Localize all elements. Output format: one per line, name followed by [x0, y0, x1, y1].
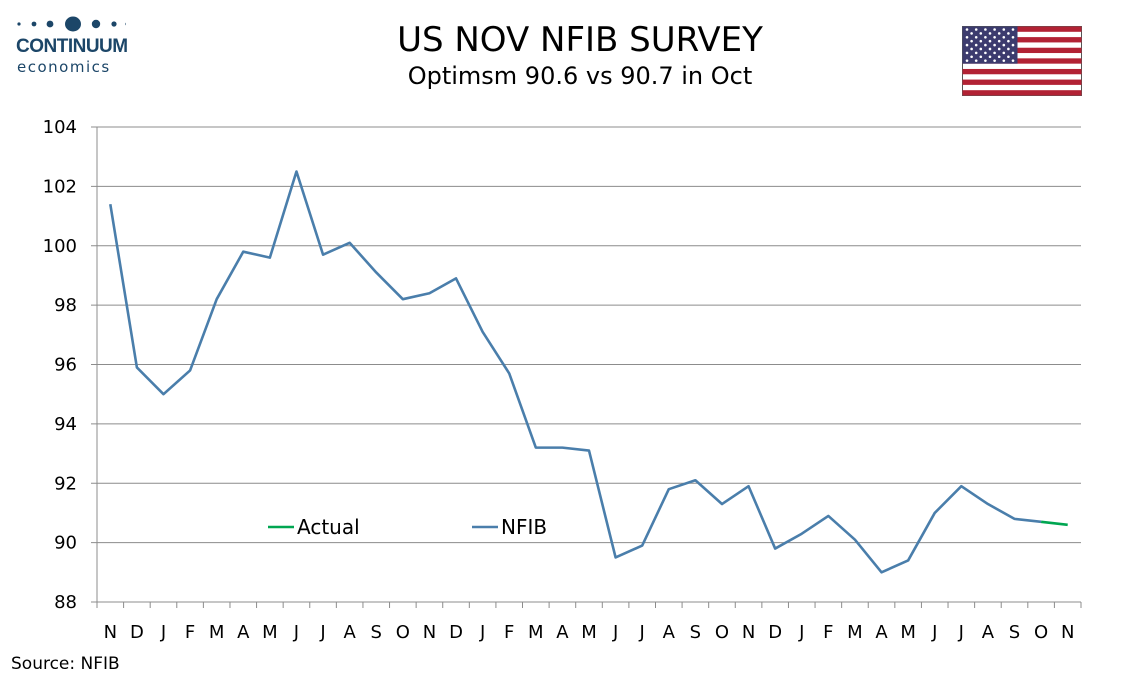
x-tick-label: M	[209, 622, 225, 643]
x-tick-label: M	[900, 622, 916, 643]
y-axis-ticks: 88 90 92 94 96 98 100 102 104	[43, 117, 77, 613]
x-tick-label: J	[479, 622, 485, 643]
x-tick-label: D	[768, 622, 782, 643]
x-tick-label: J	[319, 622, 325, 643]
gridlines	[97, 126, 1081, 544]
x-tick-label: O	[1034, 622, 1048, 643]
y-tick-label: 100	[43, 236, 77, 257]
x-tick-label: M	[262, 622, 278, 643]
x-tick-label: A	[875, 622, 888, 643]
legend-label-actual: Actual	[297, 515, 360, 539]
x-tick-label: N	[1061, 622, 1074, 643]
y-tick-label: 88	[54, 592, 77, 613]
x-tick-label: N	[423, 622, 436, 643]
legend: Actual NFIB	[268, 515, 547, 539]
x-tick-label: J	[798, 622, 804, 643]
x-tick-label: J	[958, 622, 964, 643]
x-tick-label: A	[982, 622, 995, 643]
series-lines	[109, 170, 1068, 574]
x-tick-label: M	[847, 622, 863, 643]
y-tick-label: 94	[54, 414, 77, 435]
y-tick-label: 104	[43, 117, 77, 138]
series-line-nfib	[109, 170, 1042, 574]
logo-name: CONTINUUM	[16, 36, 128, 57]
x-tick-label: N	[104, 622, 117, 643]
x-tick-label: F	[185, 622, 195, 643]
logo-subtitle: economics	[17, 58, 111, 76]
legend-label-nfib: NFIB	[501, 515, 547, 539]
chart-subtitle: Optimsm 90.6 vs 90.7 in Oct	[407, 62, 753, 90]
x-tick-label: J	[612, 622, 618, 643]
source-note: Source: NFIB	[11, 654, 120, 674]
x-tick-label: S	[1009, 622, 1020, 643]
x-tick-label: A	[556, 622, 569, 643]
logo-dots-icon	[17, 16, 126, 32]
x-tick-label: F	[823, 622, 833, 643]
x-tick-label: O	[396, 622, 410, 643]
x-tick-label: D	[130, 622, 144, 643]
x-tick-label: A	[663, 622, 676, 643]
x-tick-label: A	[237, 622, 250, 643]
x-tick-label: M	[581, 622, 597, 643]
y-tick-label: 92	[54, 473, 77, 494]
chart-title: US NOV NFIB SURVEY	[397, 20, 763, 60]
x-tick-label: F	[504, 622, 514, 643]
x-tick-label: S	[371, 622, 382, 643]
y-tick-label: 98	[54, 295, 77, 316]
y-tick-label: 90	[54, 533, 77, 554]
x-tick-label: J	[160, 622, 166, 643]
x-tick-label: J	[639, 622, 645, 643]
us-flag-icon	[962, 26, 1082, 96]
x-tick-label: J	[293, 622, 299, 643]
continuum-logo: CONTINUUM economics	[12, 12, 142, 76]
x-tick-label: D	[449, 622, 463, 643]
x-tick-label: M	[528, 622, 544, 643]
x-tick-label: S	[690, 622, 701, 643]
x-tick-label: A	[343, 622, 356, 643]
series-line-actual	[1040, 520, 1068, 527]
axes	[91, 126, 1082, 608]
y-tick-label: 96	[54, 355, 77, 376]
x-tick-label: O	[715, 622, 729, 643]
x-tick-label: J	[931, 622, 937, 643]
x-tick-label: N	[742, 622, 755, 643]
y-tick-label: 102	[43, 176, 77, 197]
